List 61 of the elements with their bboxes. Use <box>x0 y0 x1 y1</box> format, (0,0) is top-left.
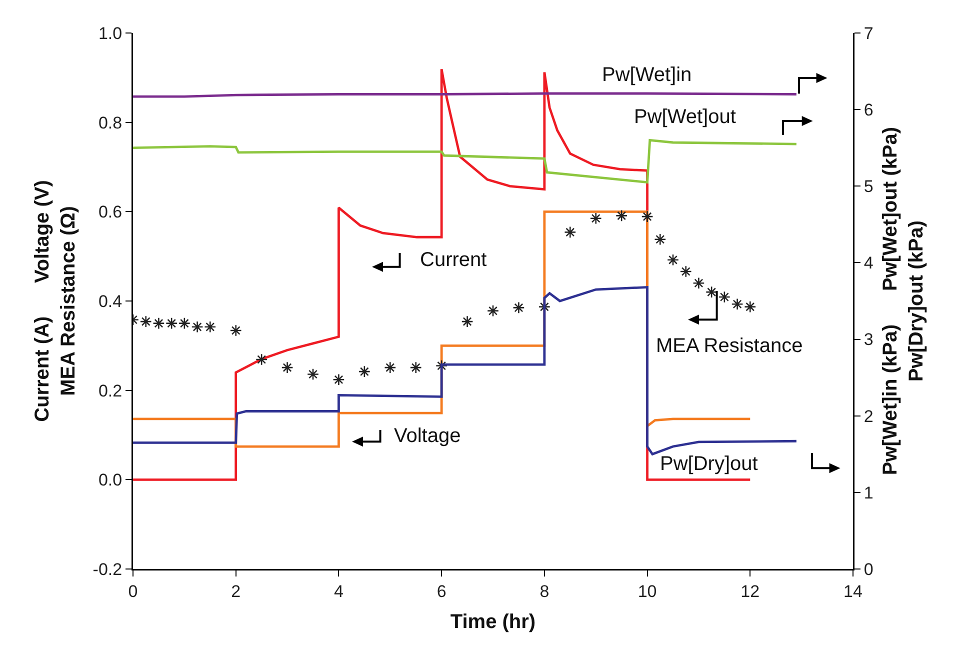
x-tick-label: 10 <box>638 582 657 601</box>
point <box>178 317 190 330</box>
x-tick-label: 12 <box>740 582 760 601</box>
point <box>486 304 500 317</box>
x-tick-label: 2 <box>231 582 241 601</box>
point <box>641 210 654 223</box>
x-tick-label: 8 <box>540 582 550 601</box>
y-tick-label: 0.0 <box>98 470 122 490</box>
y-axis-title: Current (A) Voltage (V) MEA Resistance (Ω) <box>32 180 80 422</box>
x-tick-label: 6 <box>436 582 446 601</box>
x-tick-label: 14 <box>844 582 862 601</box>
point <box>654 233 666 246</box>
point <box>564 226 576 238</box>
y2-tick-label: 4 <box>864 254 874 273</box>
point <box>358 366 370 378</box>
point <box>152 317 165 330</box>
y2-tick-label: 3 <box>864 330 874 350</box>
point <box>410 362 422 374</box>
point <box>616 210 628 222</box>
line-series <box>133 139 798 184</box>
x-axis-title: Time (hr) <box>450 611 536 634</box>
y2-tick-label: 1 <box>864 483 874 502</box>
y2-tick-label: 6 <box>864 100 874 120</box>
y-tick-label: 0.4 <box>98 292 122 311</box>
y2-tick-label: 7 <box>864 24 874 43</box>
point <box>191 320 204 333</box>
y2-tick-label: 0 <box>864 560 874 579</box>
point <box>384 362 396 374</box>
point <box>140 316 152 328</box>
point <box>204 320 216 333</box>
series-label: MEA Resistance <box>656 335 803 357</box>
y-tick-label: 0.8 <box>98 113 122 132</box>
y2-tick-label: 2 <box>864 406 874 426</box>
series-label: Voltage <box>394 425 461 447</box>
point <box>680 265 692 278</box>
y-tick-label: 0.2 <box>98 381 122 400</box>
point <box>692 277 705 290</box>
point <box>731 298 744 310</box>
x-tick-label: 0 <box>128 582 138 601</box>
y2-tick-label: 5 <box>864 177 874 196</box>
point <box>306 368 320 380</box>
point <box>718 290 730 304</box>
y-tick-label: -0.2 <box>92 560 122 579</box>
point <box>281 362 294 374</box>
point <box>666 254 680 266</box>
point <box>512 302 525 314</box>
y-tick-label: 1.0 <box>98 24 122 43</box>
point <box>461 316 474 328</box>
series-label: Pw[Wet]out <box>634 106 736 128</box>
y-tick-label: 0.6 <box>98 202 122 222</box>
point <box>230 324 242 337</box>
point <box>590 212 602 224</box>
series-label: Pw[Wet]in <box>602 64 692 86</box>
point <box>166 317 178 330</box>
point <box>256 353 268 366</box>
y2-axis-title: Pw[Wet]in (kPa) Pw[Wet]out (kPa) Pw[Dry]out (kPa) <box>880 126 928 476</box>
x-tick-label: 4 <box>334 582 344 601</box>
series-label: Current <box>420 249 488 271</box>
point <box>332 374 345 386</box>
series-label: Pw[Dry]out <box>660 453 758 475</box>
point <box>744 300 756 313</box>
